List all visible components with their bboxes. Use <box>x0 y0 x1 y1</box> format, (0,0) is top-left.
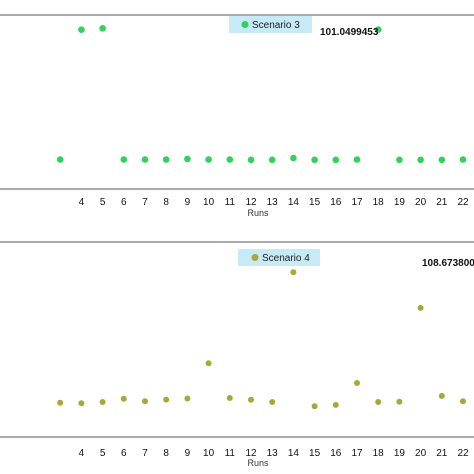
scenario-3-point-run-9 <box>184 155 191 163</box>
scenario-4-points <box>57 269 466 410</box>
scenario-3-annotation: 101.0499453 <box>320 27 379 38</box>
scenario-4-x-tick-label: 20 <box>415 448 427 459</box>
scenario-4-point-run-4 <box>78 400 85 407</box>
scenario-3-point-run-17 <box>353 156 361 163</box>
scenario-3-x-tick-label: 22 <box>457 197 469 208</box>
scenario-4-point-run-3 <box>57 399 64 406</box>
scenario-3-x-tick-label: 14 <box>288 197 300 208</box>
scenario-4-point-run-9 <box>184 395 191 402</box>
scenario-4-point-run-13 <box>269 399 276 405</box>
scenario-3-point-run-3 <box>56 156 64 163</box>
scenario-4-x-tick-label: 9 <box>185 448 191 459</box>
scenario-3-x-tick-label: 6 <box>121 197 127 208</box>
scenario-3-x-tick-label: 4 <box>79 197 85 208</box>
scenario-4-point-run-21 <box>438 392 445 399</box>
scenario-4-legend-box <box>238 249 320 266</box>
scenario-3-x-tick-label: 20 <box>415 197 427 208</box>
scenario-4-x-tick-label: 10 <box>203 448 215 459</box>
scenario-4-point-run-17 <box>354 380 360 386</box>
scenario-3-point-run-7 <box>141 156 149 163</box>
scenario-4-point-run-16 <box>332 401 339 408</box>
scenario-4-x-tick-label: 13 <box>267 448 279 459</box>
scenario-4-point-run-19 <box>396 398 403 405</box>
scenario-3-x-tick-label: 19 <box>394 197 406 208</box>
scenario-3-point-run-12 <box>247 156 255 164</box>
scenario-4-x-tick-label: 6 <box>121 448 127 459</box>
scenario-4-x-tick-label: 16 <box>330 448 342 459</box>
scenario-3-x-tick-label: 10 <box>203 197 215 208</box>
scenario-3-x-tick-label: 7 <box>142 197 148 208</box>
scenario-3-point-run-14 <box>290 154 297 162</box>
scenario-4-x-tick-label: 4 <box>79 448 85 459</box>
scenario-4-x-tick-label: 14 <box>288 448 300 459</box>
scenario-3-point-run-18 <box>374 26 382 33</box>
scenario-3-point-run-15 <box>311 156 318 164</box>
scenario-4-x-tick-label: 19 <box>394 448 406 459</box>
scenario-3-x-tick-label: 13 <box>267 197 279 208</box>
scenario-4-legend: Scenario 4 <box>238 249 320 266</box>
scenario-4-point-run-6 <box>120 395 127 402</box>
scenario-3-point-run-6 <box>120 156 128 163</box>
scenario-3-x-tick-label: 12 <box>245 197 257 208</box>
scenario-3-point-run-11 <box>226 156 234 163</box>
scenario-4-panel: Scenario 4 108.673800 4 5 6 7 8 9 10 11 12 13 14 15… <box>0 241 474 468</box>
scenario-4-x-tick-label: 18 <box>373 448 385 459</box>
scenario-4-point-run-22 <box>460 398 466 405</box>
scenario-3-legend-marker <box>241 21 249 28</box>
scenario-4-plot-frame <box>0 241 474 438</box>
scenario-3-point-run-10 <box>205 156 212 163</box>
scenario-4-legend-label: Scenario 4 <box>262 253 310 264</box>
scenario-3-x-tick-label: 5 <box>100 197 106 208</box>
scenario-4-point-run-15 <box>311 403 318 410</box>
scenario-4-x-tick-label: 21 <box>436 448 448 459</box>
scenario-4-point-run-11 <box>226 395 233 401</box>
scenario-3-point-run-22 <box>459 156 467 163</box>
scenario-3-x-tick-label: 16 <box>330 197 342 208</box>
scenario-4-point-run-14 <box>290 269 297 276</box>
scenario-3-legend: Scenario 3 <box>229 16 312 33</box>
scenario-3-x-tick-label: 18 <box>373 197 385 208</box>
scenario-3-point-run-4 <box>78 26 85 33</box>
scenario-4-point-run-8 <box>163 396 170 403</box>
scenario-4-x-tick-label: 17 <box>351 448 363 459</box>
scenario-4-point-run-12 <box>248 396 254 403</box>
scenario-3-legend-label: Scenario 3 <box>252 20 300 31</box>
scenario-4-point-run-7 <box>142 398 148 405</box>
scenario-3-legend-box <box>229 16 312 33</box>
scenario-4-x-tick-label: 15 <box>309 448 321 459</box>
scenario-4-x-tick-label: 11 <box>225 448 236 459</box>
scenario-4-x-tick-labels: 45678910111213141516171819202122232425 <box>79 448 469 459</box>
scenario-4-legend-marker <box>251 254 259 261</box>
scenario-4-x-tick-label: 8 <box>163 448 169 459</box>
scenario-3-point-run-21 <box>438 156 446 164</box>
scenario-3-x-tick-labels: 45678910111213141516171819202122232425 <box>79 197 469 208</box>
scenario-3-x-tick-label: 8 <box>163 197 169 208</box>
scenario-4-point-run-5 <box>99 399 106 405</box>
scenario-3-x-tick-label: 15 <box>309 197 321 208</box>
scenario-4-point-run-10 <box>205 360 212 367</box>
scenario-4-x-tick-label: 12 <box>245 448 257 459</box>
scenario-3-point-run-16 <box>332 156 340 164</box>
scenario-4-annotation: 108.673800 <box>422 258 474 269</box>
scenario-4-x-axis-title: Runs <box>247 458 269 468</box>
scenario-3-x-tick-label: 21 <box>436 197 448 208</box>
scenario-3-point-run-8 <box>162 156 170 163</box>
scenario-3-point-run-19 <box>396 156 403 164</box>
scenario-3-x-tick-label: 11 <box>225 197 236 208</box>
scenario-4-x-tick-label: 22 <box>457 448 469 459</box>
scenario-3-point-run-20 <box>417 156 424 164</box>
scenario-4-point-run-20 <box>417 304 424 311</box>
scenario-3-plot-frame <box>0 14 474 190</box>
scenario-3-point-run-13 <box>268 156 276 164</box>
scenario-4-x-tick-label: 7 <box>142 448 148 459</box>
scenario-3-panel: Scenario 3 101.0499453 4 5 6 7 8 9 10 11 12 13 14 1… <box>0 14 474 218</box>
scenario-3-x-tick-label: 9 <box>185 197 191 208</box>
scenario-4-x-tick-label: 5 <box>100 448 106 459</box>
scenario-3-point-run-5 <box>99 25 106 32</box>
scenario-3-points <box>56 25 467 164</box>
scenario-3-x-axis-title: Runs <box>247 208 269 218</box>
scenario-3-x-tick-label: 17 <box>351 197 363 208</box>
scenario-4-point-run-18 <box>375 399 382 405</box>
